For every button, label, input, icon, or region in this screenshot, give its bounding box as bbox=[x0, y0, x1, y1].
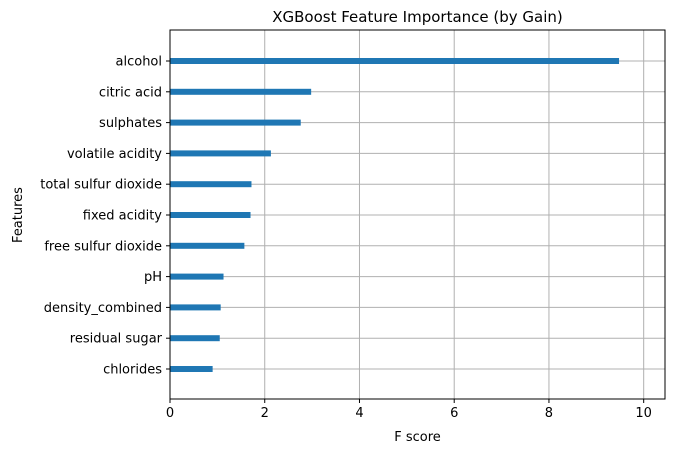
y-tick-label: fixed acidity bbox=[83, 209, 163, 224]
bar-volatile-acidity bbox=[170, 150, 271, 157]
bar-fixed-acidity bbox=[170, 212, 251, 218]
chart-title: XGBoost Feature Importance (by Gain) bbox=[272, 8, 563, 26]
y-tick-label: alcohol bbox=[116, 55, 162, 70]
bar-citric-acid bbox=[170, 88, 312, 95]
grid-layer bbox=[169, 30, 665, 399]
bar-total-sulfur-dioxide bbox=[170, 181, 252, 188]
bar-chlorides bbox=[170, 366, 213, 372]
x-tick-label: 4 bbox=[355, 406, 363, 421]
y-tick-label: volatile acidity bbox=[67, 147, 162, 162]
y-tick-label: sulphates bbox=[99, 116, 162, 131]
y-tick-label: free sulfur dioxide bbox=[44, 239, 162, 254]
y-tick-label: residual sugar bbox=[70, 332, 163, 347]
y-tick-label: chlorides bbox=[103, 363, 162, 378]
x-tick-label: 10 bbox=[635, 406, 652, 421]
bar-ph bbox=[170, 273, 224, 280]
bar-sulphates bbox=[170, 119, 301, 126]
y-tick-label: pH bbox=[144, 270, 162, 285]
y-tick-label: density_combined bbox=[44, 301, 162, 316]
x-tick-label: 0 bbox=[166, 406, 174, 421]
y-tick-label: citric acid bbox=[99, 85, 162, 100]
y-axis-ticks: alcohol citric acid sulphates volatile acid… bbox=[40, 55, 170, 378]
bar-density-combined bbox=[170, 304, 221, 311]
y-axis-label: Features bbox=[11, 187, 26, 243]
bar-free-sulfur-dioxide bbox=[170, 242, 245, 249]
x-axis-ticks: 0 2 4 6 8 10 bbox=[166, 399, 652, 421]
bars-layer bbox=[170, 58, 620, 372]
bar-alcohol bbox=[170, 58, 620, 64]
x-tick-label: 6 bbox=[450, 406, 458, 421]
x-axis-label: F score bbox=[394, 430, 441, 445]
x-tick-label: 2 bbox=[261, 406, 269, 421]
x-tick-label: 8 bbox=[545, 406, 553, 421]
y-tick-label: total sulfur dioxide bbox=[40, 178, 162, 193]
bar-residual-sugar bbox=[170, 335, 220, 342]
